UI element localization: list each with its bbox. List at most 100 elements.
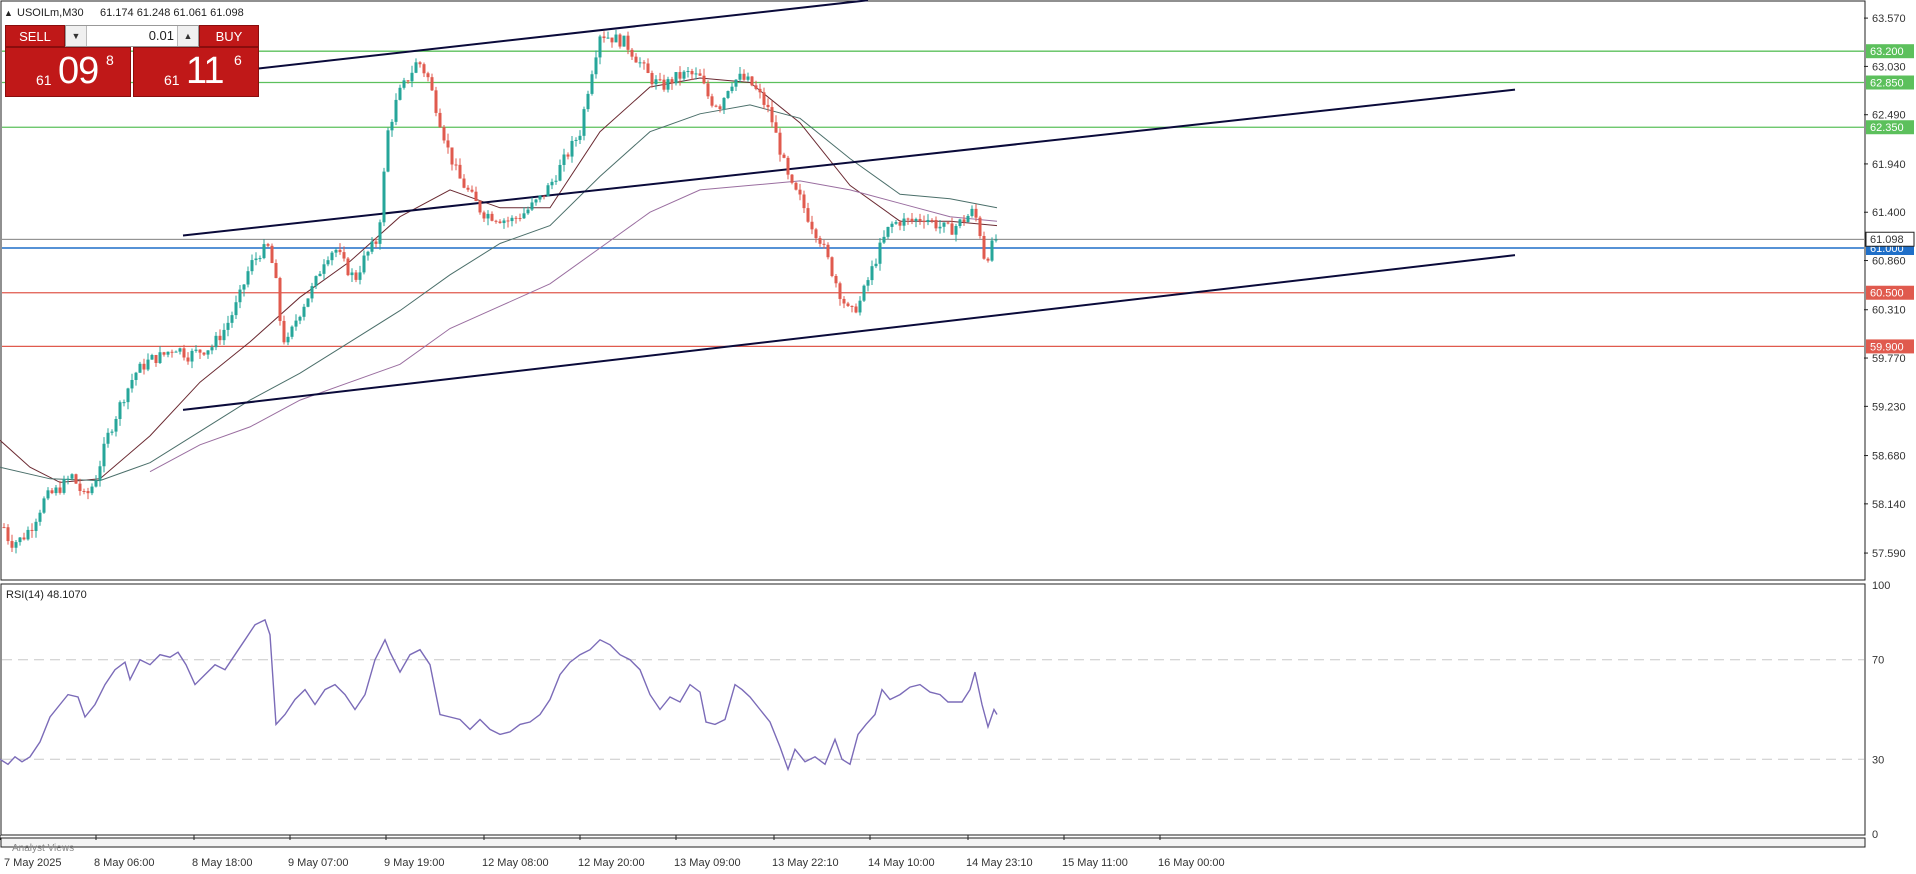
lot-decrease-icon[interactable]: ▼ [66,26,87,46]
candle-body [658,79,662,81]
candle-body [846,303,850,306]
candle-body [322,264,326,274]
candle-body [170,351,174,353]
candle-body [66,478,70,480]
candle-body [554,180,558,182]
candle-body [378,222,382,244]
buy-price-fraction: 6 [234,52,242,68]
candle-body [686,71,690,73]
bottom-strip [0,837,1866,848]
candle-body [750,76,754,86]
lot-increase-icon[interactable]: ▲ [177,26,198,46]
candle-body [346,258,350,276]
candle-body [538,195,542,200]
candle-body [722,97,726,110]
candle-body [250,260,254,272]
price-level-tag[interactable] [1866,75,1914,90]
candle-body [390,121,394,131]
bottom-bar-label[interactable]: Analyst Views [12,843,74,854]
trend-channel-line[interactable] [212,0,869,75]
candle-body [614,34,618,43]
candle-body [622,35,626,47]
candle-body [766,104,770,108]
candle-body [82,490,86,492]
candle-body [530,202,534,210]
candle-body [134,372,138,380]
candle-body [638,62,642,64]
candle-body [742,73,746,80]
candle-body [382,171,386,223]
buy-price-button[interactable]: 61 11 6 [133,47,259,97]
candle-body [618,34,622,47]
current-price-tag-label: 61.098 [1870,234,1904,246]
candle-body [294,320,298,327]
candle-body [954,226,958,235]
candle-body [334,249,338,253]
candle-body [534,199,538,203]
price-level-tag[interactable] [1866,339,1914,354]
x-axis-label: 14 May 10:00 [868,857,935,869]
candle-body [758,88,762,93]
candle-body [394,99,398,122]
candle-body [822,243,826,245]
candle-body [2,527,6,529]
triangle-icon[interactable]: ▲ [4,8,13,18]
candle-body [498,221,502,224]
candle-body [278,278,282,321]
candle-body [354,272,358,280]
candle-body [310,286,314,299]
candle-body [478,201,482,213]
candle-body [430,77,434,91]
candle-body [590,74,594,94]
candle-body [850,305,854,307]
candle-body [678,72,682,79]
candle-body [518,218,522,220]
buy-button[interactable]: BUY [199,25,259,47]
sell-price-button[interactable]: 61 09 8 [5,47,131,97]
candle-body [610,37,614,43]
candle-body [714,105,718,107]
candle-body [794,182,798,190]
sell-price-main: 09 [58,50,99,92]
trend-channel-line[interactable] [182,254,1516,411]
candle-body [246,271,250,285]
candle-body [202,352,206,355]
candle-body [878,242,882,264]
candle-body [630,49,634,57]
sell-button[interactable]: SELL [5,25,65,47]
candle-body [762,92,766,105]
candle-body [150,355,154,360]
price-level-tag-label: 60.500 [1870,288,1904,300]
candle-body [490,213,494,221]
candle-body [522,213,526,219]
candle-body [38,512,42,522]
candle-body [494,220,498,222]
candle-body [594,57,598,75]
candle-body [98,466,102,481]
rsi-scale-label: 100 [1872,580,1890,592]
x-axis-label: 7 May 2025 [4,857,61,869]
price-level-tag[interactable] [1866,120,1914,135]
price-level-tag[interactable] [1866,285,1914,300]
candle-body [994,239,998,241]
candle-body [166,351,170,355]
candle-body [14,542,18,548]
lot-size-value[interactable]: 0.01 [148,28,174,43]
candle-body [162,352,166,355]
lot-size-field[interactable]: ▼ 0.01 ▲ [65,25,199,47]
x-axis-label: 12 May 08:00 [482,857,549,869]
candle-body [198,349,202,353]
candle-body [26,529,30,540]
y-axis-label: 58.140 [1872,499,1906,511]
candle-body [458,164,462,179]
candle-body [86,491,90,494]
candle-body [42,498,46,513]
candle-body [330,252,334,261]
candle-body [94,480,98,487]
candle-body [510,217,514,222]
candle-body [662,79,666,90]
candle-body [306,298,310,307]
price-level-tag[interactable] [1866,44,1914,59]
trend-channel-line[interactable] [182,88,1516,237]
